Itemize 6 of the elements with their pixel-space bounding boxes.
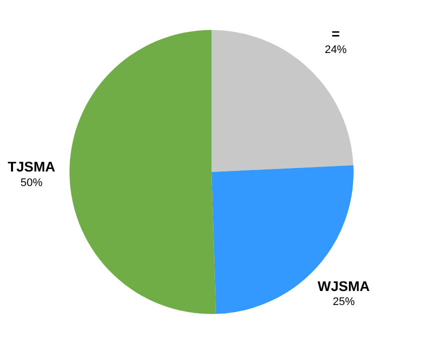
slice-label: TJSMA — [8, 158, 56, 175]
data-label: 24% — [324, 44, 347, 56]
data-label: 25% — [332, 296, 355, 308]
slice-label: = — [332, 26, 340, 42]
data-label: 50% — [20, 176, 43, 189]
slice-label: WJSMA — [318, 278, 370, 294]
